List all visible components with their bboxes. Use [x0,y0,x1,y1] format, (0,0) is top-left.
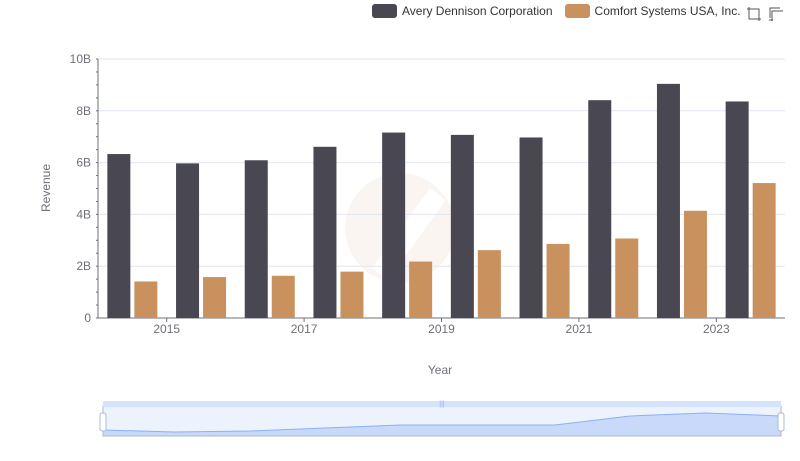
legend-label: Comfort Systems USA, Inc. [594,4,741,18]
legend-item-avery-dennison[interactable]: Avery Dennison Corporation [372,4,553,18]
y-tick-label: 4B [76,207,91,221]
bar-comfort-systems-2019[interactable] [477,250,501,318]
zoom-area-icon[interactable] [746,6,762,22]
bar-avery-dennison-2015[interactable] [176,163,200,318]
bar-comfort-systems-2022[interactable] [683,210,707,318]
bar-avery-dennison-2016[interactable] [244,160,268,318]
x-tick-label: 2017 [291,322,318,336]
x-axis-title: Year [428,363,452,377]
y-tick-label: 0 [84,311,91,325]
slider-selected-range[interactable] [102,405,782,437]
bar-avery-dennison-2022[interactable] [656,83,680,318]
slider-top-bar[interactable] [103,401,781,407]
slider-drag-grip[interactable]: ||| [439,401,445,408]
bar-avery-dennison-2021[interactable] [588,100,612,318]
bar-avery-dennison-2014[interactable] [107,154,131,318]
bar-comfort-systems-2020[interactable] [546,243,570,318]
bar-avery-dennison-2017[interactable] [313,146,337,318]
zoom-reset-icon[interactable] [768,6,784,22]
y-tick-label: 6B [76,156,91,170]
chart-toolbar [746,6,784,22]
chart-legend: Avery Dennison Corporation Comfort Syste… [372,4,741,18]
y-tick-label: 10B [70,52,91,66]
bar-avery-dennison-2023[interactable] [725,101,749,318]
bar-avery-dennison-2018[interactable] [382,132,406,318]
x-tick-label: 2021 [566,322,593,336]
slider-handle-left[interactable] [99,412,107,432]
x-tick-label: 2015 [153,322,180,336]
legend-swatch [564,4,590,18]
y-tick-label: 8B [76,104,91,118]
bar-comfort-systems-2023[interactable] [752,183,776,318]
legend-item-comfort-systems[interactable]: Comfort Systems USA, Inc. [564,4,741,18]
y-axis-title: Revenue [39,164,53,212]
legend-label: Avery Dennison Corporation [402,4,553,18]
data-zoom-slider[interactable]: ||| [99,401,785,437]
bar-comfort-systems-2014[interactable] [134,281,158,318]
bar-comfort-systems-2021[interactable] [615,238,639,318]
bar-comfort-systems-2018[interactable] [409,261,433,318]
bar-comfort-systems-2016[interactable] [271,275,295,318]
y-tick-label: 2B [76,259,91,273]
x-tick-label: 2019 [428,322,455,336]
x-tick-label: 2023 [703,322,730,336]
legend-swatch [372,4,397,18]
bar-avery-dennison-2020[interactable] [519,137,543,318]
slider-handle-right[interactable] [777,412,785,432]
bar-avery-dennison-2019[interactable] [450,134,474,318]
bar-comfort-systems-2017[interactable] [340,271,364,318]
bar-comfort-systems-2015[interactable] [203,277,227,318]
